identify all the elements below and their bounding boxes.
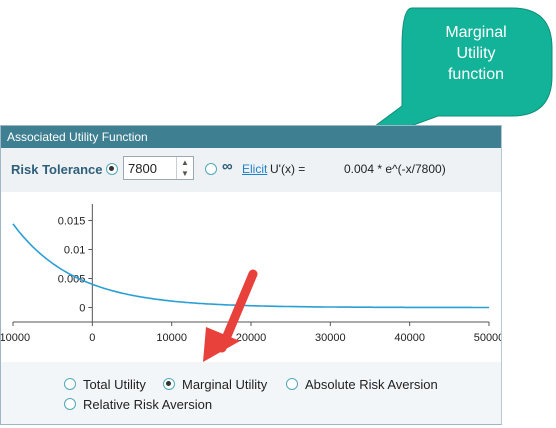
x-tick-label: 20000 bbox=[236, 332, 267, 344]
x-tick-label: -10000 bbox=[1, 332, 30, 344]
function-options: Total Utility Marginal Utility Absolute … bbox=[1, 362, 501, 424]
marginal-utility-radio[interactable] bbox=[163, 378, 175, 390]
y-tick-label: 0 bbox=[79, 303, 85, 315]
risk-toolbar: Risk Tolerance ▲ ▼ ∞ Elicit U'(x) = 0.00… bbox=[1, 148, 501, 192]
total-utility-label[interactable]: Total Utility bbox=[83, 377, 146, 392]
utility-function-panel: Associated Utility Function Risk Toleran… bbox=[0, 125, 502, 425]
elicit-link[interactable]: Elicit bbox=[242, 162, 268, 176]
risk-tolerance-radio[interactable] bbox=[106, 163, 118, 175]
relative-risk-aversion-radio[interactable] bbox=[64, 398, 76, 410]
formula-lhs: U'(x) = bbox=[270, 162, 306, 176]
x-tick-label: 10000 bbox=[156, 332, 187, 344]
absolute-risk-aversion-radio[interactable] bbox=[286, 378, 298, 390]
y-tick-label: 0.005 bbox=[58, 274, 86, 286]
y-tick-label: 0.015 bbox=[58, 216, 86, 228]
marginal-utility-line bbox=[12, 223, 489, 309]
formula-rhs: 0.004 * e^(-x/7800) bbox=[344, 162, 446, 176]
risk-tolerance-stepper[interactable]: ▲ ▼ bbox=[123, 156, 194, 180]
absolute-risk-aversion-label[interactable]: Absolute Risk Aversion bbox=[305, 377, 438, 392]
x-tick-label: 30000 bbox=[315, 332, 346, 344]
chevron-down-icon[interactable]: ▼ bbox=[181, 169, 189, 178]
relative-risk-aversion-label[interactable]: Relative Risk Aversion bbox=[83, 397, 213, 412]
y-tick-label: 0.01 bbox=[64, 245, 85, 257]
risk-tolerance-label: Risk Tolerance bbox=[11, 162, 103, 177]
marginal-utility-label[interactable]: Marginal Utility bbox=[182, 377, 268, 392]
stepper-arrows[interactable]: ▲ ▼ bbox=[176, 157, 193, 179]
panel-title: Associated Utility Function bbox=[1, 126, 501, 148]
x-tick-label: 0 bbox=[89, 332, 95, 344]
infinity-icon: ∞ bbox=[222, 158, 233, 175]
total-utility-radio[interactable] bbox=[64, 378, 76, 390]
infinity-radio[interactable] bbox=[205, 163, 217, 175]
callout-line1: Marginal bbox=[445, 24, 506, 41]
callout-line2: Utility bbox=[456, 45, 495, 62]
risk-tolerance-input[interactable] bbox=[124, 157, 176, 179]
callout-line3: function bbox=[448, 66, 504, 83]
x-tick-label: 40000 bbox=[394, 332, 425, 344]
chevron-up-icon[interactable]: ▲ bbox=[181, 158, 189, 167]
